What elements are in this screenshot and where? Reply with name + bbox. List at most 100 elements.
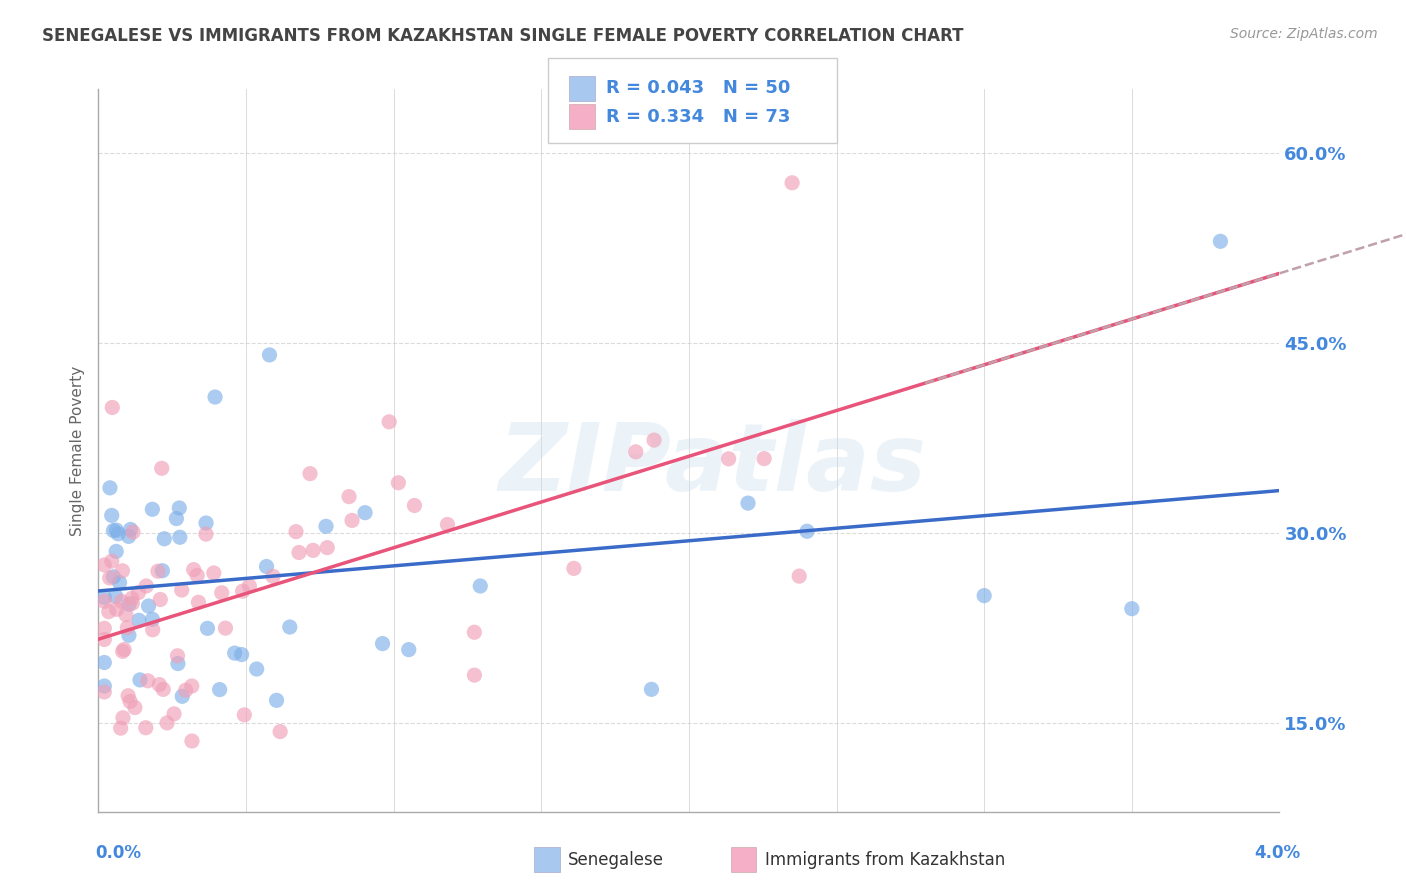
Point — [141, 612, 163, 626]
Point — [470, 579, 492, 593]
Point — [93, 679, 115, 693]
Point — [262, 569, 284, 583]
Point — [180, 679, 202, 693]
Point — [122, 525, 145, 540]
Point — [371, 637, 394, 651]
Point — [135, 579, 157, 593]
Point — [93, 656, 115, 670]
Point — [231, 648, 253, 662]
Point — [118, 628, 141, 642]
Point — [232, 584, 254, 599]
Point — [259, 348, 281, 362]
Point — [93, 558, 115, 572]
Point — [105, 602, 128, 616]
Point — [115, 607, 138, 622]
Point — [117, 621, 139, 635]
Point — [93, 685, 115, 699]
Point — [183, 563, 205, 577]
Point — [117, 529, 139, 543]
Point — [93, 621, 115, 635]
Point — [562, 561, 585, 575]
Point — [111, 711, 134, 725]
Text: Source: ZipAtlas.com: Source: ZipAtlas.com — [1230, 27, 1378, 41]
Point — [316, 541, 339, 555]
Point — [1121, 601, 1143, 615]
Point — [752, 451, 775, 466]
Point — [105, 523, 128, 537]
Point — [256, 559, 278, 574]
Point — [172, 690, 194, 704]
Point — [780, 176, 803, 190]
Point — [129, 673, 152, 687]
Point — [337, 490, 360, 504]
Point — [101, 401, 124, 415]
Point — [149, 592, 172, 607]
Point — [404, 499, 426, 513]
Point — [208, 682, 231, 697]
Point — [128, 613, 150, 627]
Point — [643, 433, 665, 447]
Point — [153, 532, 176, 546]
Text: SENEGALESE VS IMMIGRANTS FROM KAZAKHSTAN SINGLE FEMALE POVERTY CORRELATION CHART: SENEGALESE VS IMMIGRANTS FROM KAZAKHSTAN… — [42, 27, 963, 45]
Text: Senegalese: Senegalese — [568, 851, 664, 869]
Point — [111, 564, 134, 578]
Point — [166, 648, 188, 663]
Point — [278, 620, 301, 634]
Point — [93, 591, 115, 605]
Point — [163, 706, 186, 721]
Point — [98, 481, 121, 495]
Point — [288, 545, 311, 559]
Point — [340, 513, 363, 527]
Point — [118, 597, 141, 611]
Point — [195, 516, 218, 530]
Point — [233, 707, 256, 722]
Point — [93, 632, 115, 647]
Point — [135, 721, 157, 735]
Point — [181, 734, 204, 748]
Point — [136, 673, 159, 688]
Point — [117, 689, 139, 703]
Point — [266, 693, 288, 707]
Point — [107, 526, 129, 541]
Point — [787, 569, 810, 583]
Point — [170, 582, 193, 597]
Point — [142, 623, 165, 637]
Point — [124, 700, 146, 714]
Point — [105, 544, 128, 558]
Point — [624, 445, 647, 459]
Point — [138, 599, 160, 613]
Point — [387, 475, 409, 490]
Point — [167, 657, 190, 671]
Point — [108, 575, 131, 590]
Point — [238, 579, 260, 593]
Point — [194, 527, 217, 541]
Point — [246, 662, 269, 676]
Point — [204, 390, 226, 404]
Point — [436, 517, 458, 532]
Point — [737, 496, 759, 510]
Point — [378, 415, 401, 429]
Point — [165, 511, 187, 525]
Point — [315, 519, 337, 533]
Point — [640, 682, 662, 697]
Point — [214, 621, 236, 635]
Point — [103, 570, 125, 584]
Point — [202, 566, 225, 580]
Point — [121, 596, 143, 610]
Point — [169, 530, 191, 544]
Point — [110, 721, 132, 735]
Point — [302, 543, 325, 558]
Point — [197, 621, 219, 635]
Text: R = 0.043   N = 50: R = 0.043 N = 50 — [606, 79, 790, 97]
Text: Immigrants from Kazakhstan: Immigrants from Kazakhstan — [765, 851, 1005, 869]
Point — [120, 523, 142, 537]
Point — [141, 502, 163, 516]
Point — [463, 625, 485, 640]
Point — [298, 467, 321, 481]
Point — [100, 508, 122, 523]
Point — [100, 554, 122, 568]
Point — [169, 500, 191, 515]
Point — [152, 682, 174, 697]
Text: 4.0%: 4.0% — [1254, 844, 1301, 862]
Point — [463, 668, 485, 682]
